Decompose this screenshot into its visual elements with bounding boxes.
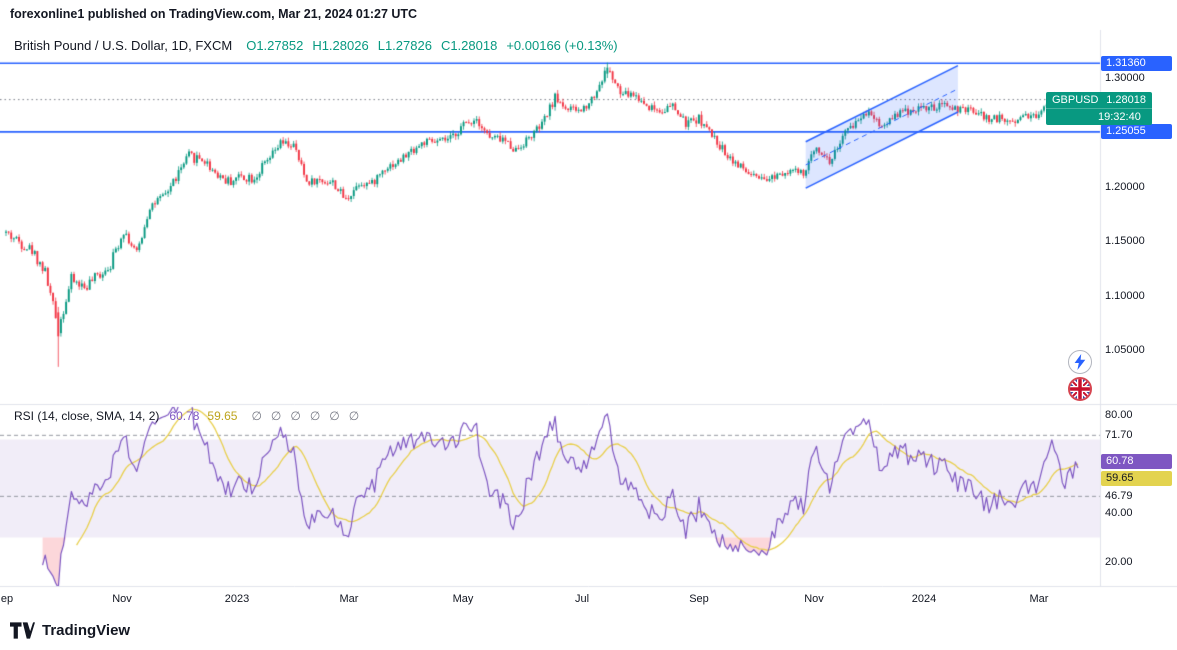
price-axis-label: 1.20000 [1105,180,1145,193]
uk-flag-glyph [1070,379,1090,399]
time-axis-label: Jul [574,593,590,605]
ohlc-close: C1.28018 [440,38,498,53]
symbol-title: British Pound / U.S. Dollar, 1D, FXCM [14,38,233,53]
time-axis-label: Mar [339,593,359,605]
rsi-hidden-value-marker: ∅ [348,409,360,423]
rsi-value-badge: 60.78 [1101,454,1172,470]
time-axis-label: Nov [804,593,824,605]
badge-price: 1.28018 [1106,93,1146,106]
price-axis-label: 1.15000 [1105,235,1145,247]
price-level-badge: 1.25055 [1101,124,1172,140]
time-axis-label: Sep [689,593,709,605]
rsi-sma-value: 59.65 [207,409,238,423]
rsi-axis-label: 46.79 [1105,489,1133,502]
rsi-legend: RSI (14, close, SMA, 14, 2) 60.78 59.65 ∅ ∅ ∅… [14,409,368,423]
price-axis-label: 1.05000 [1105,344,1145,356]
rsi-axis-label: 40.00 [1105,506,1133,519]
rsi-value: 60.78 [169,409,200,423]
change-value: +0.00166 (+0.13%) [506,38,618,53]
lightning-icon[interactable] [1068,350,1092,374]
time-axis-label: May [452,593,474,605]
tradingview-logo-icon[interactable] [10,622,35,639]
time-axis[interactable]: ep Nov 2023 Mar May Jul Sep Nov 2024 Mar [0,0,1100,650]
badge-countdown: 19:32:40 [1098,110,1141,123]
rsi-hidden-value-marker: ∅ [329,409,340,423]
rsi-hidden-value-marker: ∅ [270,409,282,423]
time-axis-label: Mar [1029,593,1049,605]
tradingview-brand[interactable]: TradingView [42,622,131,639]
rsi-axis-label: 71.70 [1105,428,1133,441]
time-axis-label: 2024 [911,593,937,605]
footer: TradingView [10,622,130,639]
ohlc-high: H1.28026 [312,38,369,53]
time-axis-label: ep [0,593,14,605]
time-axis-label: Nov [112,593,132,605]
rsi-hidden-value-marker: ∅ [290,409,301,423]
price-level-badge: 1.31360 [1101,55,1172,71]
lightning-bolt-glyph [1074,354,1086,370]
price-axis-label: 1.10000 [1105,289,1145,302]
symbol-legend: British Pound / U.S. Dollar, 1D, FXCM O1.… [14,38,618,53]
rsi-value-badge: 59.65 [1101,471,1172,487]
symbol-badge-price-row: GBPUSD 1.28018 [1046,92,1152,108]
rsi-hidden-value-marker: ∅ [251,409,262,423]
badge-symbol: GBPUSD [1052,93,1099,106]
rsi-hidden-value-marker: ∅ [309,409,321,423]
ohlc-open: O1.27852 [246,38,304,53]
rsi-axis-label: 20.00 [1105,555,1133,568]
uk-flag-icon [1068,377,1092,401]
rsi-hidden-values: ∅ ∅ ∅ ∅ ∅ ∅ [251,409,368,423]
symbol-price-badge: GBPUSD 1.28018 19:32:40 [1046,91,1152,125]
price-axis[interactable]: 1.30000 1.20000 1.15000 1.10000 1.05000 1.313… [1046,0,1177,650]
price-axis-label: 1.30000 [1105,71,1145,84]
rsi-axis-label: 80.00 [1105,408,1133,421]
ohlc-low: L1.27826 [377,38,432,53]
rsi-title: RSI (14, close, SMA, 14, 2) [14,409,160,423]
symbol-badge-countdown-row: 19:32:40 [1046,107,1152,125]
time-axis-label: 2023 [224,593,250,605]
